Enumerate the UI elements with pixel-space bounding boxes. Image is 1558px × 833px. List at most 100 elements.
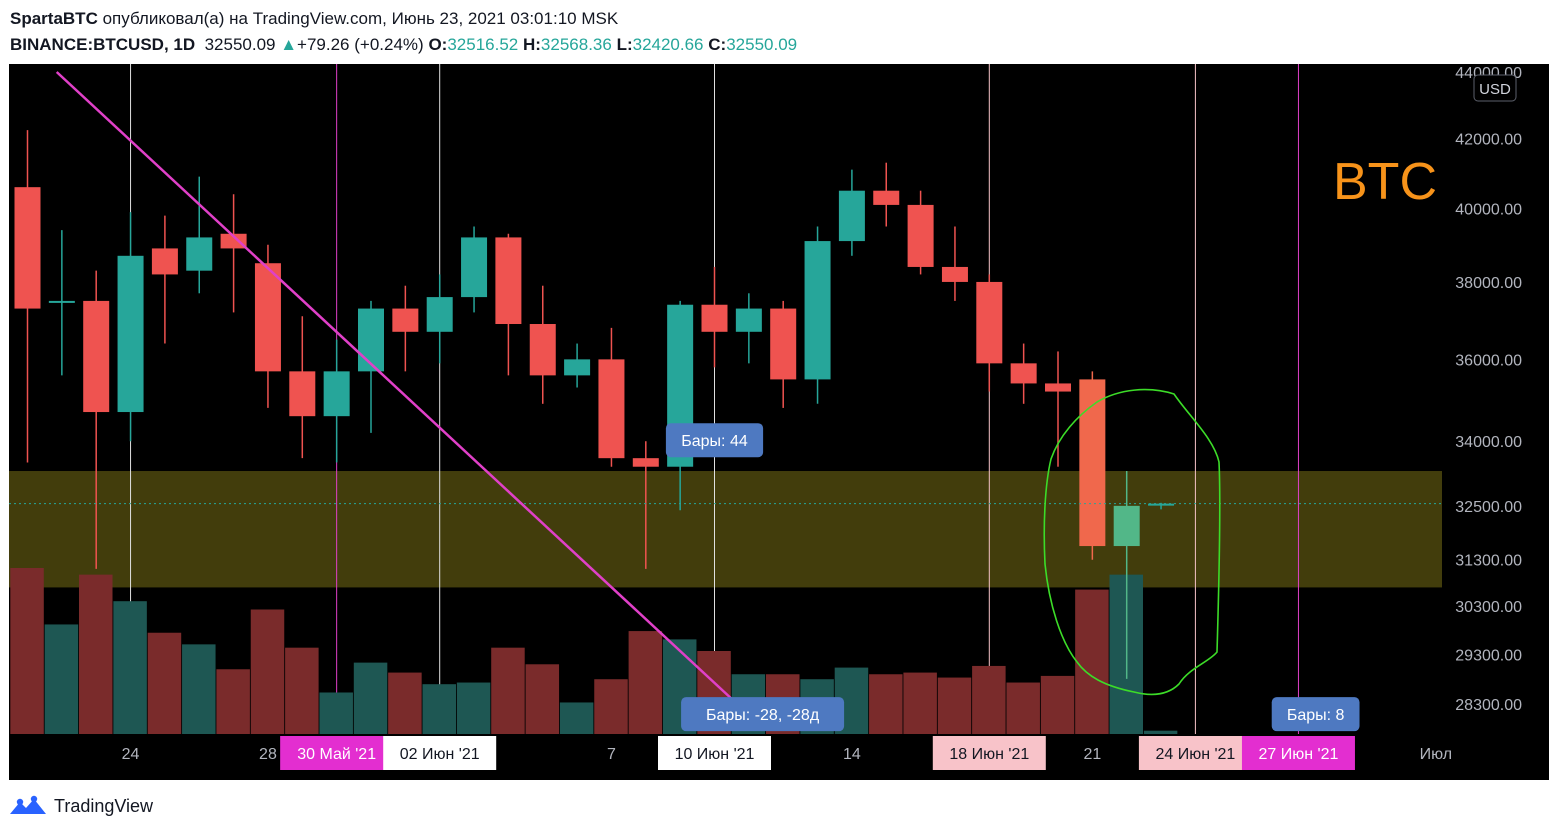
tradingview-logo-icon <box>10 795 46 814</box>
candle <box>323 339 350 463</box>
candle-body <box>1010 363 1037 384</box>
x-axis-tick-label: 18 Июн '21 <box>949 746 1029 763</box>
candle <box>632 441 659 569</box>
publish-info: опубликовал(а) на TradingView.com, Июнь … <box>102 9 619 28</box>
up-arrow-icon: ▲ <box>280 35 298 54</box>
candle <box>564 343 591 388</box>
candle <box>426 274 453 364</box>
y-axis-tick-label: 29300.00 <box>1455 647 1522 664</box>
candle <box>254 244 281 408</box>
x-axis-tick: 10 Июн '21 <box>658 736 771 770</box>
candle-body <box>83 300 110 413</box>
volume-bar <box>216 669 250 734</box>
candle-body <box>735 308 762 332</box>
candle-body <box>392 308 419 332</box>
candle-body <box>254 263 281 372</box>
x-axis-tick-bg <box>1138 736 1252 770</box>
currency-label: USD <box>1479 81 1511 98</box>
candle <box>14 130 41 463</box>
volume-bar <box>10 568 44 734</box>
annotation-box <box>1271 697 1360 732</box>
candle <box>220 194 247 313</box>
x-axis-tick-label: Июл <box>1420 746 1452 763</box>
candle-body <box>186 237 213 271</box>
candle-body <box>598 359 625 459</box>
candle <box>117 212 144 442</box>
candle-body <box>838 190 865 242</box>
candle <box>358 300 384 433</box>
x-axis-tick: 14 <box>843 746 861 763</box>
x-axis-tick-bg <box>280 736 394 770</box>
support-zone <box>9 471 1442 588</box>
x-axis-tick: 7 <box>607 746 616 763</box>
candle-body <box>48 300 75 303</box>
volume-bar <box>147 632 182 734</box>
x-axis-tick-bg <box>658 736 771 770</box>
x-axis-tick-bg <box>383 736 497 770</box>
bars-annotation: Бары: 44 <box>665 423 764 458</box>
last-price: 32550.09 <box>204 35 276 54</box>
volume-bar <box>353 662 388 734</box>
candle <box>1079 371 1106 560</box>
x-axis-tick-label: 30 Май '21 <box>297 746 376 763</box>
y-axis-tick-label: 42000.00 <box>1455 132 1522 149</box>
y-axis-tick-label: 30300.00 <box>1455 599 1522 616</box>
annotation-box <box>665 423 764 458</box>
x-axis-tick: 27 Июн '21 <box>1241 736 1355 770</box>
annotation-text: Бары: 44 <box>681 433 748 450</box>
x-axis-tick-bg <box>1241 736 1355 770</box>
tradingview-brand[interactable]: TradingView <box>54 795 154 816</box>
close-label: C: <box>708 35 727 54</box>
y-axis-tick-label: 36000.00 <box>1455 352 1522 369</box>
candle <box>976 274 1003 392</box>
x-axis-tick: 24 <box>122 746 140 763</box>
volume-bar <box>319 692 353 734</box>
publish-line: SpartaBTC опубликовал(а) на TradingView.… <box>10 6 797 32</box>
candle <box>289 316 316 459</box>
x-axis-tick-label: 14 <box>843 746 861 763</box>
volume-bar <box>525 664 560 734</box>
bars-annotation: Бары: 8 <box>1271 697 1360 732</box>
currency-badge: USD <box>1473 74 1517 102</box>
candle-body <box>461 237 488 298</box>
x-axis-tick-label: 7 <box>607 746 616 763</box>
candle <box>804 226 831 404</box>
volume-bar <box>903 672 937 734</box>
candle <box>461 226 488 313</box>
volume-bar <box>559 702 594 734</box>
volume-bar <box>594 679 628 734</box>
chart-area[interactable]: BTC Бары: 44 Бары: -28, -28д Бары: 8 44000.0… <box>9 64 1549 780</box>
annotation-text: Бары: 8 <box>1287 707 1345 724</box>
volume-bar <box>113 601 147 734</box>
candle <box>186 176 213 294</box>
candle <box>941 226 968 301</box>
candle-body <box>529 324 556 376</box>
trendline <box>55 71 761 726</box>
volume-bar <box>44 624 79 734</box>
candle <box>529 285 556 404</box>
candle <box>907 190 934 275</box>
candle-body <box>220 233 247 249</box>
watermark-text: BTC <box>1333 153 1437 211</box>
volume-bar <box>388 672 422 734</box>
candle-body <box>770 308 797 380</box>
candle <box>392 285 419 372</box>
candle-body <box>14 187 41 309</box>
candle-body <box>1113 505 1140 547</box>
low-value: 32420.66 <box>632 35 704 54</box>
author-name[interactable]: SpartaBTC <box>10 9 98 28</box>
candle <box>151 215 178 344</box>
candle <box>83 270 110 569</box>
candle <box>598 327 625 467</box>
x-axis-tick: Июл <box>1420 746 1452 763</box>
candle <box>1148 502 1175 510</box>
candle-body <box>632 458 659 467</box>
volume-bar <box>1040 675 1075 734</box>
volume-bar <box>1006 682 1040 734</box>
x-axis-tick-label: 02 Июн '21 <box>400 746 480 763</box>
volume-bar <box>869 674 903 734</box>
candle <box>1045 351 1071 467</box>
y-axis-tick-label: 34000.00 <box>1455 434 1522 451</box>
candle-body <box>564 359 591 376</box>
